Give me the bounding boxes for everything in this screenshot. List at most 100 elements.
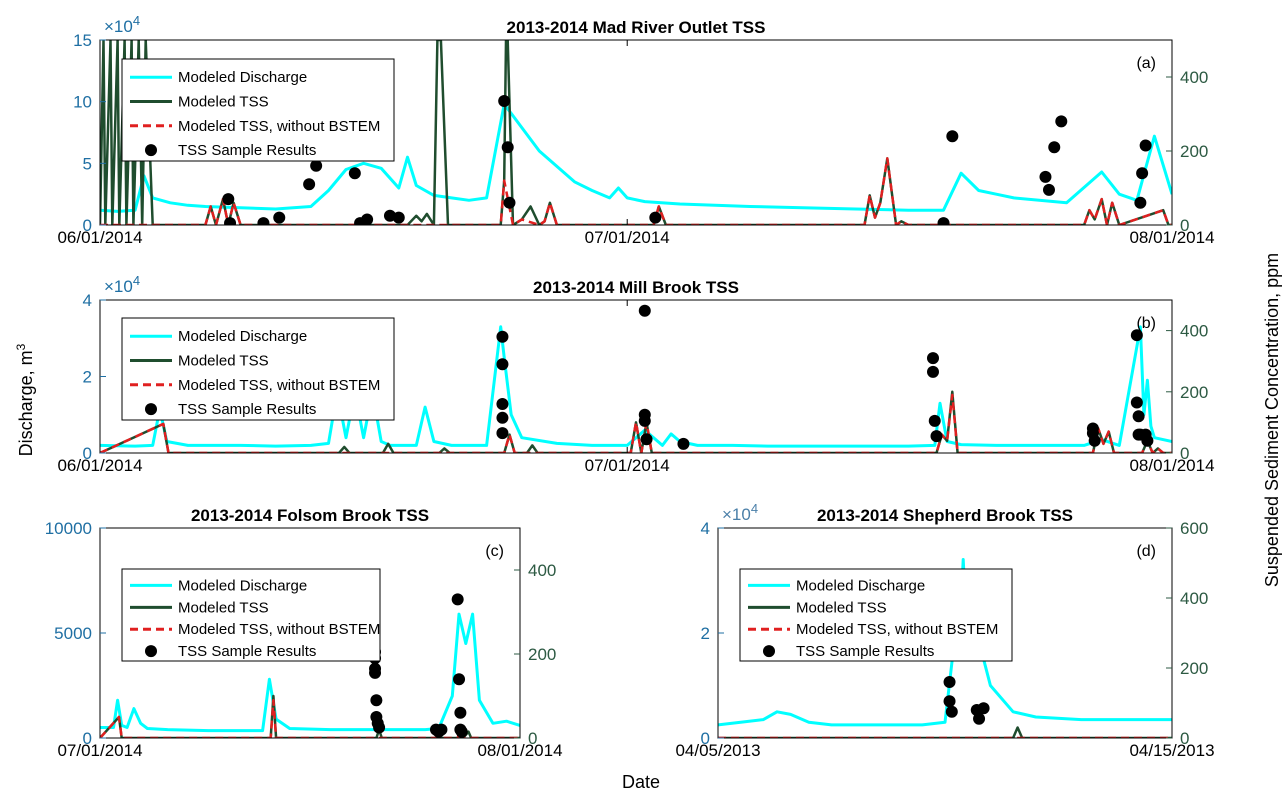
- panel-b-y-left-multiplier: ×104: [104, 273, 140, 296]
- panel-c-series-tss-sample-results-point: [373, 721, 386, 734]
- panel-b-legend: Modeled Discharge Modeled TSS Modeled TSS,…: [121, 317, 395, 421]
- panel-a-legend-modeled-tss-without-bstem-label: Modeled TSS, without BSTEM: [178, 118, 380, 135]
- panel-a-y-right-tick-label: 0: [1180, 216, 1189, 235]
- panel-d-legend-modeled-tss-without-bstem-label: Modeled TSS, without BSTEM: [796, 621, 998, 638]
- panel-a-x-tick-label: 08/01/2014: [1129, 228, 1214, 247]
- panel-a-y-left-tick-label: 15: [73, 31, 92, 50]
- panel-a-series-modeled-discharge-line: [100, 102, 1172, 213]
- panel-c-series-tss-sample-results-point: [454, 706, 467, 719]
- panel-d-title: 2013-2014 Shepherd Brook TSS: [817, 506, 1073, 525]
- panel-d-legend-modeled-tss-label: Modeled TSS: [796, 599, 887, 616]
- panel-d-panel-label: (d): [1136, 543, 1156, 560]
- panel-c-series-modeled-tss-without-bstem-line: [100, 698, 520, 738]
- panel-a-legend-tss-sample-results-label: TSS Sample Results: [178, 142, 316, 159]
- panel-d-y-right-tick-label: 0: [1180, 729, 1189, 748]
- panel-c-legend-modeled-discharge-label: Modeled Discharge: [178, 577, 307, 594]
- panel-a-series-tss-sample-results-point: [257, 217, 270, 225]
- panel-c-x-tick-label: 07/01/2014: [57, 741, 142, 760]
- panel-b-y-right-tick-label: 400: [1180, 322, 1208, 341]
- panel-a-y-left-multiplier-base: ×10: [104, 17, 133, 36]
- panel-b-series-tss-sample-results-point: [496, 398, 509, 411]
- panel-a-frame: [99, 39, 1173, 226]
- panel-b-y-left-multiplier-exponent: 4: [133, 273, 140, 288]
- panel-b-y-left-tick-label: 4: [83, 291, 92, 310]
- panel-a-series-tss-sample-results-point: [498, 95, 511, 108]
- panel-a-series-tss-sample-results-point: [937, 217, 950, 225]
- panel-b-y-right-tick-label: 200: [1180, 383, 1208, 402]
- panel-d-y-left-multiplier: ×104: [722, 501, 758, 524]
- panel-b-series-modeled-discharge-line: [100, 325, 1172, 448]
- panel-a-series-tss-sample-results-point: [1134, 196, 1147, 209]
- panel-b-series-tss-sample-results-point: [496, 330, 509, 343]
- panel-a-series-tss-sample-results-point: [946, 130, 959, 143]
- panel-b-y-left-tick-label: 2: [83, 368, 92, 387]
- panel-c-series-tss-sample-results-point: [435, 723, 448, 736]
- panel-a-y-left-tick-label: 10: [73, 93, 92, 112]
- panel-a-legend-modeled-discharge-label: Modeled Discharge: [178, 69, 307, 86]
- panel-b-series-tss-sample-results-point: [640, 433, 653, 446]
- panel-c-y-left-tick-label: 0: [83, 729, 92, 748]
- panel-a-y-right-tick-label: 400: [1180, 68, 1208, 87]
- panel-b-series-tss-sample-results-point: [1130, 396, 1143, 409]
- panel-c-y-right-tick-label: 0: [528, 729, 537, 748]
- y-axis-label-right: Suspended Sediment Concentration, ppm: [1262, 253, 1282, 587]
- panel-d-y-right-tick-label: 400: [1180, 589, 1208, 608]
- panel-a-series-tss-sample-results-point: [273, 211, 286, 224]
- panel-c-series-modeled-discharge-line: [100, 612, 520, 733]
- panel-a-x-tick-label: 06/01/2014: [57, 228, 142, 247]
- panel-a-series-tss-sample-results-point: [361, 213, 374, 225]
- panel-d-legend: Modeled Discharge Modeled TSS Modeled TSS,…: [739, 568, 1013, 662]
- panel-a-legend-tss-sample-results-marker: [145, 144, 157, 157]
- panel-a-series-tss-sample-results-point: [392, 211, 405, 224]
- panel-b-x-tick-label: 08/01/2014: [1129, 456, 1214, 475]
- panel-c-series-tss-sample-results-point: [369, 666, 382, 679]
- panel-c-legend-modeled-tss-without-bstem-label: Modeled TSS, without BSTEM: [178, 621, 380, 638]
- panel-a-series-tss-sample-results-point: [222, 193, 235, 206]
- panel-d-x-tick-label: 04/15/2013: [1129, 741, 1214, 760]
- panel-d-y-left-multiplier-exponent: 4: [751, 501, 758, 516]
- panel-b-series-tss-sample-results-point: [496, 358, 509, 371]
- panel-d-series-tss-sample-results-point: [945, 705, 958, 718]
- panel-b-series-tss-sample-results-point: [638, 304, 651, 317]
- panel-c-title: 2013-2014 Folsom Brook TSS: [191, 506, 429, 525]
- panel-a-series-modeled-tss-without-bstem-line: [100, 157, 1172, 225]
- panel-a-legend: Modeled Discharge Modeled TSS Modeled TSS,…: [121, 58, 395, 162]
- panel-d-series-tss-sample-results-point: [943, 676, 956, 688]
- panel-b-series-tss-sample-results-point: [926, 352, 939, 365]
- x-axis-label: Date: [622, 772, 660, 792]
- panel-a-series-tss-sample-results-point: [348, 167, 361, 180]
- panel-b-legend-tss-sample-results-marker: [145, 403, 157, 416]
- panel-b-legend-modeled-tss-label: Modeled TSS: [178, 353, 269, 370]
- panel-a-series-tss-sample-results: [222, 95, 1152, 225]
- panel-d-series-tss-sample-results-point: [973, 712, 986, 725]
- panel-b-y-right-tick-label: 0: [1180, 444, 1189, 463]
- panel-a-series-tss-sample-results-point: [1055, 115, 1068, 128]
- panel-a-series-tss-sample-results-point: [1039, 170, 1052, 183]
- panel-c-legend-tss-sample-results-label: TSS Sample Results: [178, 643, 316, 660]
- panel-b-title: 2013-2014 Mill Brook TSS: [533, 278, 739, 297]
- panel-a-y-right-tick-label: 200: [1180, 142, 1208, 161]
- panel-d-y-left-tick-label: 0: [701, 729, 710, 748]
- panel-a-series-tss-sample-results-point: [1048, 141, 1061, 154]
- panel-b-series-group: [100, 304, 1172, 453]
- panel-a-legend-modeled-tss-label: Modeled TSS: [178, 94, 269, 111]
- panel-b-series-tss-sample-results-point: [496, 427, 509, 440]
- panel-a-series-tss-sample-results-point: [303, 178, 316, 191]
- panel-b-series-tss-sample-results-point: [930, 430, 943, 443]
- panel-d: 2013-2014 Shepherd Brook TSS (d) 04/05/201…: [675, 501, 1214, 760]
- panel-c-series-tss-sample-results-point: [451, 593, 464, 606]
- panel-d-y-right-tick-label: 200: [1180, 659, 1208, 678]
- panel-b-series-tss-sample-results-point: [926, 365, 939, 378]
- panel-b-legend-tss-sample-results-label: TSS Sample Results: [178, 401, 316, 418]
- panel-d-y-left-tick-label: 4: [701, 519, 710, 538]
- panel-b-series-tss-sample-results-point: [1130, 329, 1143, 342]
- panel-c-y-right-tick-label: 200: [528, 645, 556, 664]
- y-axis-label-left: Discharge, m3: [14, 343, 36, 456]
- panel-a-series-tss-sample-results-point: [1139, 139, 1152, 152]
- panel-b-legend-modeled-discharge-label: Modeled Discharge: [178, 328, 307, 345]
- panel-b-series-tss-sample-results-point: [638, 414, 651, 427]
- panel-b-series-tss-sample-results-point: [928, 414, 941, 427]
- panel-c: 2013-2014 Folsom Brook TSS(c)07/01/2014 0…: [45, 506, 563, 760]
- panel-c-legend-modeled-tss-label: Modeled TSS: [178, 599, 269, 616]
